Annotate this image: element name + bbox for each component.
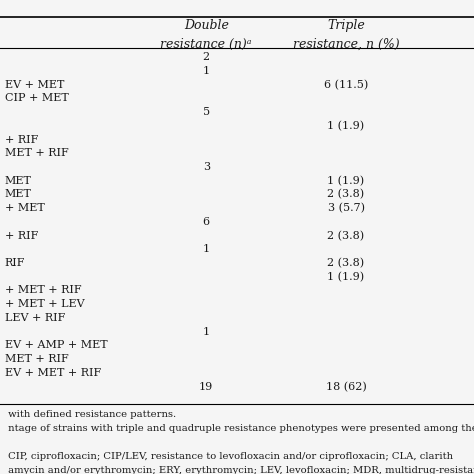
Text: EV + MET + RIF: EV + MET + RIF <box>5 368 101 378</box>
Text: LEV + RIF: LEV + RIF <box>5 313 65 323</box>
Text: + MET + RIF: + MET + RIF <box>5 285 82 295</box>
Text: + RIF: + RIF <box>5 230 38 241</box>
Text: + MET: + MET <box>5 203 45 213</box>
Text: 2 (3.8): 2 (3.8) <box>328 190 365 200</box>
Text: + MET + LEV: + MET + LEV <box>5 299 84 309</box>
Text: EV + MET: EV + MET <box>5 80 64 90</box>
Text: MET: MET <box>5 176 32 186</box>
Text: 2 (3.8): 2 (3.8) <box>328 230 365 241</box>
Text: with defined resistance patterns.: with defined resistance patterns. <box>5 410 176 419</box>
Text: ntage of strains with triple and quadruple resistance phenotypes were presented : ntage of strains with triple and quadrup… <box>5 424 474 433</box>
Text: 3: 3 <box>202 162 210 172</box>
Text: 18 (62): 18 (62) <box>326 382 366 392</box>
Text: MET + RIF: MET + RIF <box>5 354 68 364</box>
Text: 2: 2 <box>202 52 210 62</box>
Text: CIP + MET: CIP + MET <box>5 93 68 103</box>
Text: Double: Double <box>184 19 228 32</box>
Text: RIF: RIF <box>5 258 25 268</box>
Text: 1 (1.9): 1 (1.9) <box>328 176 365 186</box>
Text: 19: 19 <box>199 382 213 392</box>
Text: 1: 1 <box>202 327 210 337</box>
Text: Triple: Triple <box>327 19 365 32</box>
Text: 5: 5 <box>202 107 210 117</box>
Text: resistance (n)ᵃ: resistance (n)ᵃ <box>160 38 252 51</box>
Text: 1 (1.9): 1 (1.9) <box>328 272 365 282</box>
Text: resistance, n (%): resistance, n (%) <box>293 38 399 51</box>
Text: MET: MET <box>5 190 32 200</box>
Text: 1: 1 <box>202 244 210 255</box>
Text: 2 (3.8): 2 (3.8) <box>328 258 365 268</box>
Text: 6 (11.5): 6 (11.5) <box>324 80 368 90</box>
Text: 6: 6 <box>202 217 210 227</box>
Text: + RIF: + RIF <box>5 135 38 145</box>
Text: 1: 1 <box>202 66 210 76</box>
Text: EV + AMP + MET: EV + AMP + MET <box>5 340 108 350</box>
Text: 1 (1.9): 1 (1.9) <box>328 121 365 131</box>
Text: amycin and/or erythromycin; ERY, erythromycin; LEV, levofloxacin; MDR, multidrug: amycin and/or erythromycin; ERY, erythro… <box>5 466 474 474</box>
Text: CIP, ciprofloxacin; CIP/LEV, resistance to levofloxacin and/or ciprofloxacin; CL: CIP, ciprofloxacin; CIP/LEV, resistance … <box>5 452 453 461</box>
Text: 3 (5.7): 3 (5.7) <box>328 203 365 213</box>
Text: MET + RIF: MET + RIF <box>5 148 68 158</box>
